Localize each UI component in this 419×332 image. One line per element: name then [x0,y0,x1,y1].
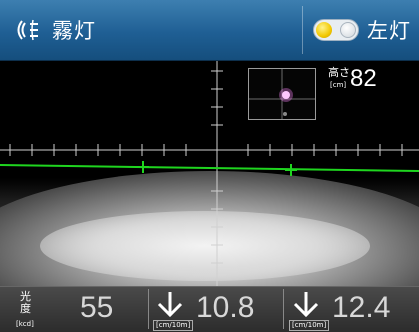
side-label: 左灯 [367,19,411,43]
luminosity-label: 光度 [20,290,31,315]
metric-divider [148,289,149,329]
arrow-down-icon [157,292,183,318]
beam-hotspot [40,211,370,281]
measurement-bar: 光度 [kcd] 55 [cm/10m] 10.8 [cm/10m] 12.4 [0,286,419,332]
toggle-switch-icon[interactable] [313,19,359,41]
side-selector[interactable]: 左灯 [313,12,411,48]
arrow-down-icon [293,292,319,318]
crosshair-grid [0,61,419,286]
toggle-off-knob [340,22,356,38]
height-unit: [cm] [330,81,347,89]
title-bar: 霧灯 左灯 [0,0,419,61]
metric-value: 10.8 [196,291,255,324]
height-readout: 高さ [cm] 82 [328,65,416,105]
metric-unit: [cm/10m] [153,320,194,331]
metric-value: 12.4 [332,291,391,324]
height-value: 82 [350,65,377,92]
fog-light-icon [17,19,38,41]
metric-unit: [cm/10m] [289,320,330,331]
header-divider [302,6,303,54]
luminosity-value: 55 [80,291,114,324]
mode-title: 霧灯 [52,19,96,43]
headlight-camera-view: 高さ [cm] 82 [0,61,419,286]
mode-indicator[interactable]: 霧灯 [12,12,96,48]
luminosity-unit: [kcd] [16,320,34,328]
toggle-on-knob [316,22,332,38]
metric-divider [283,289,284,329]
spot-preview-graphic [249,69,315,119]
spot-preview [248,68,316,120]
height-label: 高さ [328,66,350,79]
